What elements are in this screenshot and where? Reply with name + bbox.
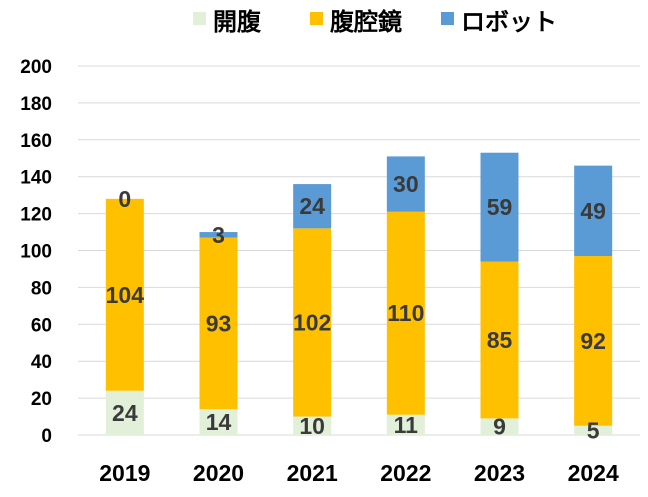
data-label: 24 <box>299 193 325 219</box>
data-label: 85 <box>487 327 513 353</box>
y-tick-label: 80 <box>31 278 52 299</box>
data-label: 93 <box>206 310 232 336</box>
y-tick-label: 120 <box>20 205 52 226</box>
legend-swatch <box>441 12 454 25</box>
x-tick-label: 2019 <box>99 460 150 486</box>
bar-segment <box>574 256 613 426</box>
data-labels: 24 104 0 14 93 3 10 102 24 11 110 30 9 85 59 5 92 49 <box>106 171 606 443</box>
x-axis: 2019 2020 2021 2022 2023 2024 <box>99 460 619 486</box>
bar-segment <box>386 156 425 212</box>
y-tick-label: 200 <box>20 57 52 78</box>
legend-swatch <box>193 12 206 25</box>
bar-segment <box>480 418 519 435</box>
bar-segment <box>480 261 519 419</box>
data-label: 30 <box>393 171 419 197</box>
y-tick-label: 100 <box>20 242 52 263</box>
data-label: 92 <box>580 328 606 354</box>
bar-segment <box>386 211 425 415</box>
bars <box>105 152 613 435</box>
data-label: 49 <box>580 198 606 224</box>
bar-segment <box>574 165 613 257</box>
bar-segment <box>480 152 519 262</box>
legend-label: ロボット <box>461 8 557 36</box>
data-label: 3 <box>212 222 225 248</box>
data-label: 102 <box>293 309 331 335</box>
x-tick-label: 2024 <box>568 460 619 486</box>
bar-segment <box>386 414 425 435</box>
x-tick-label: 2020 <box>193 460 244 486</box>
y-tick-label: 160 <box>20 131 52 152</box>
gridlines <box>78 65 640 436</box>
data-label: 11 <box>394 412 419 438</box>
data-label: 110 <box>387 300 424 326</box>
data-label: 5 <box>587 417 600 443</box>
bar-segment <box>574 425 613 435</box>
bar-segment <box>199 237 238 410</box>
legend-label: 開腹 <box>213 8 262 36</box>
y-tick-label: 0 <box>41 426 52 447</box>
y-tick-label: 140 <box>20 168 52 189</box>
legend: 開腹 腹腔鏡 ロボット <box>193 8 557 36</box>
bar-segment <box>293 184 332 229</box>
legend-swatch <box>310 12 323 25</box>
y-tick-label: 20 <box>31 389 52 410</box>
data-label: 10 <box>299 413 325 439</box>
data-label: 104 <box>106 282 145 308</box>
bar-segment <box>199 409 238 435</box>
data-label: 14 <box>206 409 232 435</box>
data-label: 0 <box>118 186 131 212</box>
bar-segment <box>293 228 332 417</box>
bar-segment <box>199 232 238 238</box>
legend-label: 腹腔鏡 <box>330 8 402 36</box>
bar-segment <box>293 416 332 435</box>
bar-segment <box>105 198 144 391</box>
data-label: 59 <box>487 194 513 220</box>
x-tick-label: 2022 <box>380 460 431 486</box>
y-tick-label: 40 <box>31 352 52 373</box>
bar-segment <box>105 390 144 435</box>
data-label: 9 <box>493 414 506 440</box>
data-label: 24 <box>112 400 138 426</box>
y-axis: 0 20 40 60 80 100 120 140 160 180 200 <box>20 57 52 447</box>
y-tick-label: 60 <box>31 315 52 336</box>
x-tick-label: 2023 <box>474 460 525 486</box>
x-tick-label: 2021 <box>287 460 338 486</box>
y-tick-label: 180 <box>20 94 52 115</box>
